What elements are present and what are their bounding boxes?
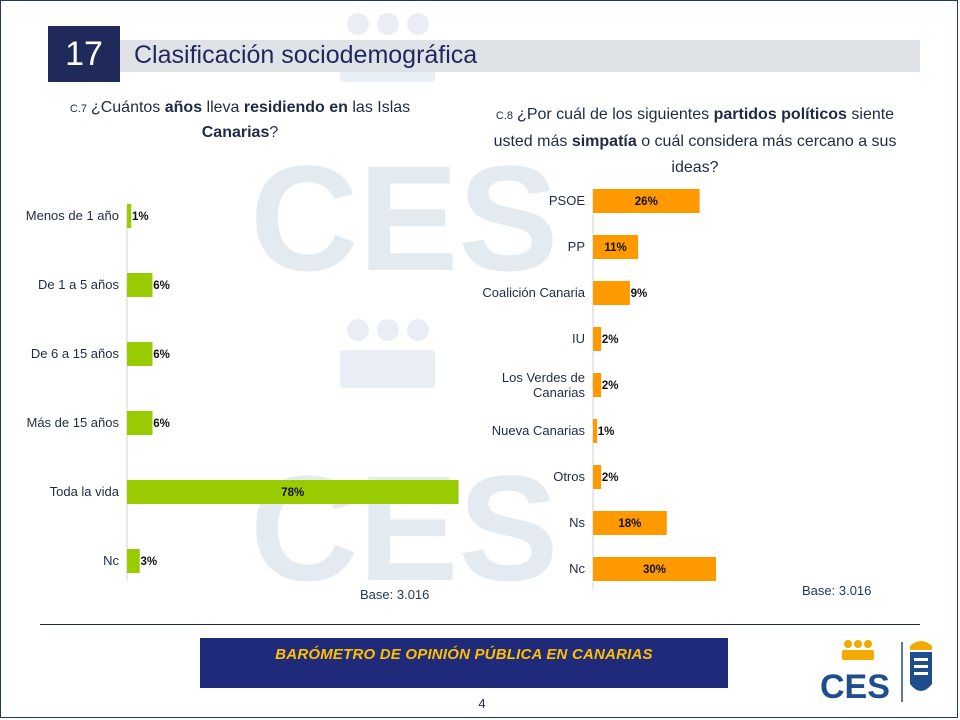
party-value-nc: 30% — [643, 564, 666, 576]
party-value-los-verdes-de-canarias: 2% — [602, 380, 619, 392]
party-bar-nc — [593, 557, 716, 581]
residence-bar-de-1-a-5-anos — [127, 273, 153, 297]
title-bar — [120, 40, 920, 72]
question-c8-bold-2: simpatía — [571, 133, 637, 150]
party-label-ns: Ns — [569, 515, 585, 530]
question-c7-text-2: lleva — [202, 99, 244, 116]
residence-bar-menos-de-1-ano — [127, 204, 132, 228]
residence-value-de-1-a-5-anos: 6% — [153, 280, 170, 292]
party-bar-nueva-canarias — [593, 419, 598, 443]
page-number: 4 — [478, 696, 486, 711]
ces-logo-text: CES — [820, 668, 890, 706]
party-value-iu: 2% — [602, 334, 619, 346]
question-c8-text-1: ¿Por cuál de los siguientes — [517, 106, 714, 123]
question-c7-code: C.7 — [69, 103, 87, 115]
ces-logo: CES — [820, 640, 932, 706]
question-c8-bold-1: partidos políticos — [713, 106, 847, 123]
residence-label-de-6-a-15-anos: De 6 a 15 años — [31, 346, 120, 361]
base-c8: Base: 3.016 — [802, 583, 872, 598]
party-bar-los-verdes-de-canarias — [593, 373, 602, 397]
party-bar-ns — [593, 511, 667, 535]
coat-of-arms-icon — [910, 641, 932, 691]
party-label-coalicion-canaria: Coalición Canaria — [482, 285, 585, 300]
footer-divider — [40, 624, 920, 625]
party-label-los-verdes-de-canarias: Los Verdes de Canarias — [502, 370, 586, 400]
party-bar-coalicion-canaria — [593, 281, 630, 305]
residence-value-menos-de-1-ano: 1% — [132, 211, 149, 223]
question-c7-bold-3: Canarias — [201, 124, 270, 141]
residence-bar-mas-de-15-anos — [127, 411, 153, 435]
party-label-nc: Nc — [569, 561, 585, 576]
base-c7: Base: 3.016 — [360, 587, 430, 602]
residence-label-menos-de-1-ano: Menos de 1 año — [26, 208, 119, 223]
party-label-pp: PP — [568, 239, 585, 254]
residence-bar-toda-la-vida — [127, 480, 459, 504]
party-bar-psoe — [593, 189, 700, 213]
residence-label-toda-la-vida: Toda la vida — [50, 484, 120, 499]
question-c8-text-3: o cuál considera más cercano a sus ideas… — [636, 133, 897, 176]
question-c8-code: C.8 — [495, 110, 514, 122]
residence-bar-nc — [127, 549, 140, 573]
question-c8-text-2: siente usted más — [493, 106, 895, 150]
party-value-coalicion-canaria: 9% — [631, 288, 648, 300]
question-c7: C.7 ¿Cuántos años lleva residiendo en las… — [20, 96, 460, 145]
party-label-nueva-canarias: Nueva Canarias — [492, 423, 586, 438]
slide-number: 17 — [48, 26, 120, 82]
footer-banner — [200, 638, 728, 688]
residence-bar-de-6-a-15-anos — [127, 342, 153, 366]
residence-value-de-6-a-15-anos: 6% — [153, 349, 170, 361]
party-value-psoe: 26% — [635, 196, 658, 208]
party-value-nueva-canarias: 1% — [598, 426, 615, 438]
residence-label-nc: Nc — [103, 553, 119, 568]
party-bar-iu — [593, 327, 602, 351]
footer-banner-text: BARÓMETRO DE OPINIÓN PÚBLICA EN CANARIAS — [275, 646, 653, 663]
question-c7-bold-1: años — [164, 99, 203, 116]
residence-value-mas-de-15-anos: 6% — [153, 418, 170, 430]
party-value-otros: 2% — [602, 472, 619, 484]
party-label-iu: IU — [572, 331, 585, 346]
residence-value-toda-la-vida: 78% — [281, 487, 304, 499]
residence-label-mas-de-15-anos: Más de 15 años — [26, 415, 119, 430]
question-c7-text-3: las Islas — [347, 99, 411, 116]
party-bar-pp — [593, 235, 639, 259]
residence-value-nc: 3% — [140, 556, 157, 568]
residence-label-de-1-a-5-anos: De 1 a 5 años — [38, 277, 119, 292]
question-c7-bold-2: residiendo en — [243, 99, 348, 116]
party-bar-otros — [593, 465, 602, 489]
question-c7-text-1: ¿Cuántos — [90, 99, 165, 116]
party-label-otros: Otros — [553, 469, 585, 484]
question-c8: C.8 ¿Por cuál de los siguientes partidos … — [480, 102, 910, 181]
question-c7-text-4: ? — [269, 124, 279, 141]
page-title: Clasificación sociodemográfica — [134, 41, 478, 69]
party-value-pp: 11% — [604, 242, 626, 254]
party-value-ns: 18% — [618, 518, 641, 530]
party-label-psoe: PSOE — [549, 193, 585, 208]
